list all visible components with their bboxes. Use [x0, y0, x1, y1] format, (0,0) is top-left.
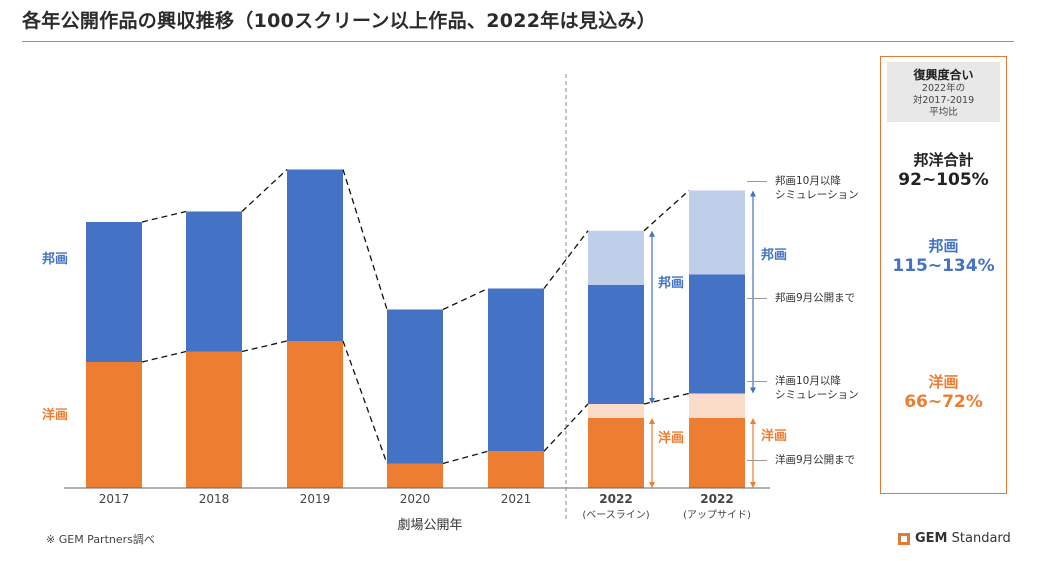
bar-segment-6-2 [689, 274, 745, 394]
x-axis-title: 劇場公開年 [397, 518, 463, 533]
recovery-panel-sub2: 対2017-2019 [912, 95, 975, 106]
bar-segment-1-2 [186, 211, 242, 352]
page-title: 各年公開作品の興収推移（100スクリーン以上作品、2022年は見込み） [22, 10, 657, 32]
source-note: ※ GEM Partners調べ [46, 533, 155, 546]
brand-name-bold: GEM [915, 531, 948, 546]
upside-foreign-arrow-head-bottom [750, 482, 756, 488]
bar-segment-6-3 [689, 190, 745, 275]
connector-top-0 [141, 210, 187, 223]
baseline-foreign-label: 洋画 [658, 431, 685, 446]
bar-segment-0-0 [86, 362, 142, 488]
bar-segment-2-0 [287, 341, 343, 488]
bar-segment-3-2 [387, 309, 443, 464]
connector-mid-3 [442, 450, 489, 465]
recovery-total-value: 92~105% [898, 170, 989, 190]
x-tick-2021: 2021 [500, 492, 532, 506]
x-tick-2022-baseline-sub: (ベースライン) [582, 510, 650, 521]
x-tick-2022-baseline-year: 2022 [599, 492, 633, 506]
note-japanese-simulation-line1: 邦画10月以降 [775, 175, 841, 187]
note-leader-line [747, 298, 767, 299]
bar-segment-6-0 [689, 418, 745, 488]
upside-japanese-arrow-head-bottom [750, 387, 756, 394]
baseline-japanese-label: 邦画 [658, 276, 685, 291]
note-leader-line [747, 181, 767, 182]
note-japanese-september: 邦画9月公開まで [747, 291, 856, 305]
x-tick-2022-upside-year: 2022 [700, 492, 734, 506]
connector-mid-2 [342, 340, 388, 464]
recovery-japanese: 邦画 115~134% [881, 235, 1006, 276]
connector-top-5 [643, 190, 690, 232]
bar-segment-1-0 [186, 351, 242, 488]
upside-japanese-label: 邦画 [761, 248, 788, 263]
legend-japanese-label: 邦画 [42, 252, 69, 267]
recovery-foreign-value: 66~72% [904, 392, 983, 412]
connector-mid-1 [241, 340, 288, 353]
note-foreign-september-text: 洋画9月公開まで [775, 454, 856, 466]
note-leader-line [747, 381, 767, 382]
note-leader-line [747, 460, 767, 461]
recovery-panel-title: 復興度合い [913, 68, 974, 82]
recovery-panel-sub1: 2022年の [921, 83, 966, 94]
connector-top-1 [241, 169, 288, 212]
baseline-japanese-arrow-head-bottom [649, 398, 655, 404]
bar-segment-4-0 [488, 451, 544, 488]
brand-mark-icon [898, 532, 910, 545]
upside-japanese-arrow-head-top [750, 190, 756, 197]
bar-segment-6-1 [689, 393, 745, 418]
connector-mid-5 [643, 392, 690, 405]
x-tick-2017: 2017 [98, 492, 130, 506]
upside-foreign-label: 洋画 [761, 429, 788, 444]
brand-logo: GEM Standard [898, 531, 1011, 546]
legend-foreign-label: 洋画 [42, 408, 69, 423]
note-foreign-september: 洋画9月公開まで [747, 453, 856, 467]
recovery-foreign: 洋画 66~72% [881, 371, 1006, 412]
recovery-foreign-label: 洋画 [928, 373, 959, 391]
recovery-panel: 復興度合い 2022年の 対2017-2019 平均比 邦洋合計 92~105%… [880, 56, 1007, 494]
x-tick-2019: 2019 [299, 492, 331, 506]
recovery-total-label: 邦洋合計 [913, 151, 974, 169]
bar-segment-3-0 [387, 463, 443, 488]
x-tick-2020: 2020 [399, 492, 431, 506]
bar-segment-0-2 [86, 222, 142, 362]
connector-top-4 [543, 230, 589, 289]
recovery-japanese-label: 邦画 [928, 237, 959, 255]
recovery-japanese-value: 115~134% [892, 256, 995, 276]
connector-mid-0 [141, 350, 187, 363]
recovery-total: 邦洋合計 92~105% [881, 149, 1006, 190]
baseline-foreign-arrow-head-top [649, 418, 655, 424]
note-japanese-september-text: 邦画9月公開まで [775, 292, 856, 304]
connector-top-3 [442, 287, 489, 311]
upside-foreign-arrow-head-top [750, 418, 756, 424]
title-divider [22, 41, 1014, 42]
recovery-panel-sub3: 平均比 [929, 107, 958, 118]
x-tick-2018: 2018 [198, 492, 230, 506]
x-tick-2022-upside-sub: (アップサイド) [683, 510, 751, 521]
note-foreign-simulation-line2: シミュレーション [775, 389, 859, 401]
brand-name-rest: Standard [951, 531, 1011, 546]
x-tick-2022-upside: 2022 (アップサイド) [677, 492, 757, 521]
recovery-panel-header: 復興度合い 2022年の 対2017-2019 平均比 [887, 62, 1000, 122]
note-japanese-simulation: 邦画10月以降 シミュレーション [747, 174, 859, 202]
x-tick-2022-baseline: 2022 (ベースライン) [576, 492, 656, 521]
bar-segment-5-3 [588, 230, 644, 285]
connector-top-2 [342, 169, 388, 310]
note-foreign-simulation-line1: 洋画10月以降 [775, 375, 841, 387]
baseline-japanese-arrow-head-top [649, 230, 655, 237]
bar-segment-4-2 [488, 288, 544, 452]
note-foreign-simulation: 洋画10月以降 シミュレーション [747, 374, 859, 402]
bar-segment-2-2 [287, 169, 343, 341]
note-japanese-simulation-line2: シミュレーション [775, 189, 859, 201]
bar-segment-5-0 [588, 418, 644, 488]
baseline-foreign-arrow-head-bottom [649, 482, 655, 488]
bar-segment-5-2 [588, 285, 644, 404]
bar-segment-5-1 [588, 404, 644, 418]
